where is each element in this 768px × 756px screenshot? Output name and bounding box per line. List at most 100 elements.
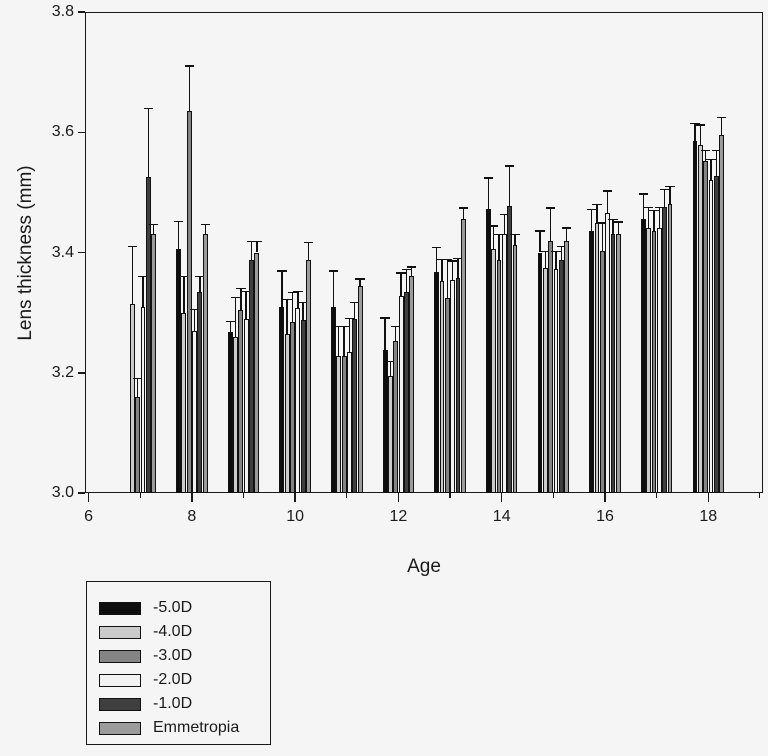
bar-50d-age-10 <box>279 306 285 493</box>
error-bar-line <box>256 241 258 253</box>
error-bar-line <box>411 266 413 276</box>
bar-10d-age-9 <box>249 259 254 493</box>
error-bar-line <box>487 177 490 210</box>
legend-item: -2.0D <box>99 668 270 692</box>
error-bar-cap <box>225 320 235 323</box>
error-bar-line <box>177 221 180 250</box>
error-bar-cap <box>396 272 406 274</box>
bar-50d-age-9 <box>227 332 233 493</box>
bar-50d-age-18 <box>692 141 698 493</box>
bar-10d-age-14 <box>507 206 513 493</box>
bar-40d-age-18 <box>697 145 703 493</box>
x-tick-major <box>87 493 90 502</box>
error-bar-line <box>286 299 288 334</box>
y-tick-label: 3.2 <box>51 363 74 381</box>
error-bar-line <box>669 186 671 205</box>
bar-50d-age-13 <box>434 272 440 493</box>
error-bar-line <box>147 108 149 178</box>
bar-10d-age-7 <box>145 177 151 493</box>
error-bar-cap <box>551 250 561 252</box>
error-bar-cap <box>535 230 545 232</box>
bar-emmetropia-age-12 <box>409 275 415 493</box>
bar-50d-age-14 <box>485 209 491 493</box>
x-tick-major <box>500 493 503 502</box>
error-bar-cap <box>716 116 727 118</box>
error-bar-line <box>245 291 247 319</box>
error-bar-line <box>281 271 283 307</box>
error-bar-line <box>131 246 133 304</box>
error-bar-line <box>332 271 335 307</box>
legend-swatch <box>99 721 141 735</box>
error-bar-cap <box>344 317 355 320</box>
error-bar-cap <box>649 209 659 212</box>
bar-emmetropia-age-8 <box>202 234 208 493</box>
error-bar-cap <box>540 250 551 252</box>
bar-emmetropia-age-11 <box>357 286 363 493</box>
error-bar-cap <box>328 270 339 272</box>
error-bar-cap <box>339 325 349 328</box>
bar-emmetropia-age-14 <box>512 244 518 493</box>
error-bar-cap <box>654 206 664 209</box>
error-bar-line <box>617 221 619 235</box>
legend-label: Emmetropia <box>153 719 240 736</box>
error-bar-cap <box>690 122 700 124</box>
bar-10d-age-10 <box>300 319 306 493</box>
error-bar-cap <box>711 149 721 151</box>
legend-swatch <box>99 625 141 639</box>
error-bar-line <box>307 242 310 260</box>
error-bar-line <box>606 191 609 213</box>
error-bar-line <box>297 291 299 308</box>
error-bar-cap <box>706 158 716 160</box>
x-tick-minor <box>346 493 348 498</box>
error-bar-line <box>152 224 155 235</box>
x-tick-minor <box>552 493 554 498</box>
bar-10d-age-16 <box>610 234 616 493</box>
y-tick-label: 3.6 <box>51 123 74 141</box>
error-bar-cap <box>132 378 143 380</box>
x-tick-label: 8 <box>187 508 197 525</box>
error-bar-cap <box>499 213 510 216</box>
x-tick-minor <box>656 493 658 498</box>
error-bar-line <box>539 230 541 253</box>
error-bar-cap <box>458 207 469 209</box>
error-bar-cap <box>442 259 453 261</box>
x-tick-minor <box>759 493 761 498</box>
error-bar-line <box>183 276 185 313</box>
error-bar-cap <box>184 65 194 67</box>
error-bar-cap <box>282 298 292 301</box>
bar-40d-age-11 <box>336 355 342 493</box>
error-bar-line <box>446 259 449 299</box>
bar-50d-age-11 <box>331 306 336 493</box>
bar-30d-age-12 <box>393 341 399 493</box>
bar-emmetropia-age-10 <box>306 259 311 493</box>
error-bar-cap <box>401 268 412 271</box>
error-bar-cap <box>597 222 607 224</box>
bar-30d-age-13 <box>445 298 450 493</box>
bar-30d-age-10 <box>290 321 295 493</box>
legend-label: -5.0D <box>153 599 193 616</box>
error-bar-cap <box>448 260 458 262</box>
bar-10d-age-18 <box>713 175 719 493</box>
bar-40d-age-16 <box>594 223 600 493</box>
error-bar-cap <box>173 220 184 222</box>
legend-label: -3.0D <box>153 647 193 664</box>
legend-swatch <box>99 601 141 615</box>
bar-30d-age-14 <box>496 259 502 493</box>
error-bar-line <box>291 292 294 322</box>
legend-item: -4.0D <box>99 620 270 644</box>
error-bar-line <box>498 234 500 260</box>
bar-40d-age-17 <box>646 228 652 493</box>
error-bar-cap <box>380 317 390 319</box>
error-bar-line <box>715 150 717 176</box>
bar-10d-age-17 <box>662 207 668 493</box>
error-bar-cap <box>545 207 556 209</box>
bar-20d-age-17 <box>656 228 662 493</box>
error-bar-cap <box>602 190 613 192</box>
bar-10d-age-13 <box>455 277 461 493</box>
error-bar-line <box>560 246 563 260</box>
bar-30d-age-8 <box>186 111 192 493</box>
error-bar-cap <box>695 124 705 126</box>
x-tick-label: 14 <box>492 508 511 525</box>
error-bar-line <box>653 210 655 232</box>
error-bar-line <box>601 223 603 252</box>
